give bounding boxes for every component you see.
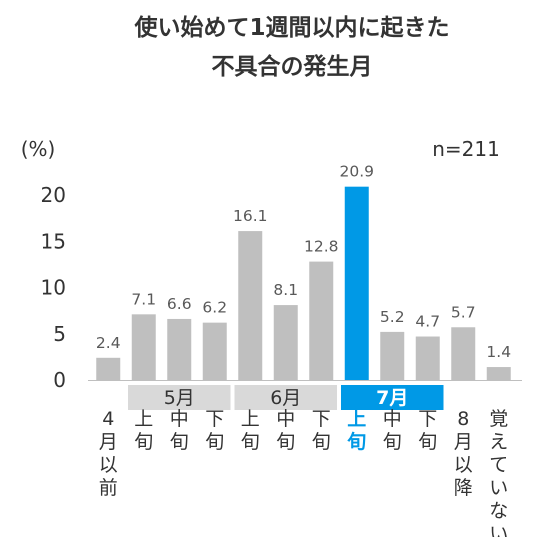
bar	[202, 322, 227, 380]
category-label-char: 下	[312, 408, 331, 430]
bar-value-label: 16.1	[233, 207, 268, 225]
category-label-char: 上	[134, 408, 153, 430]
bar	[486, 367, 511, 380]
category-label-char: 月	[454, 431, 473, 453]
bar-value-label: 7.1	[131, 290, 156, 308]
category-label-char: 下	[205, 408, 224, 430]
category-label-char: 前	[99, 477, 118, 499]
category-label-char: 旬	[170, 431, 189, 453]
category-label-char: 旬	[347, 430, 366, 453]
bar	[380, 331, 405, 380]
value-labels: 2.4 7.1 6.6 6.2 16.1 8.1 12.8 20.9 5.2 4.7 5.7 1.4	[96, 163, 511, 361]
category-label-char: 以	[99, 454, 118, 476]
category-label-char: 覚	[489, 408, 508, 430]
bar	[273, 305, 298, 380]
bar-value-label: 4.7	[415, 313, 440, 331]
category-label-char: て	[489, 454, 508, 476]
bar	[309, 261, 334, 380]
category-label-char: 上	[347, 408, 366, 430]
month-group-label: 7月	[376, 387, 408, 409]
y-tick-label: 0	[53, 368, 66, 392]
bar-value-label: 5.2	[380, 308, 405, 326]
y-axis-unit-label: (%)	[21, 137, 56, 161]
month-group-boxes: 5月 6月 7月	[128, 385, 444, 410]
y-tick-label: 20	[41, 183, 66, 207]
category-label-char: 旬	[205, 431, 224, 453]
chart-title-line-1: 使い始めて1週間以内に起きた	[133, 14, 449, 41]
bar-value-label: 6.6	[167, 295, 192, 313]
y-tick-label: 5	[53, 322, 66, 346]
category-label-char: 降	[454, 477, 473, 499]
bar-value-label: 20.9	[339, 163, 374, 181]
category-label-char: 中	[170, 408, 189, 430]
bar	[167, 318, 192, 380]
bar	[131, 314, 156, 380]
category-label-char: い	[489, 523, 508, 537]
category-label-char: 旬	[418, 431, 437, 453]
bar-value-label: 6.2	[202, 299, 227, 317]
category-label-char: 8	[457, 408, 469, 430]
category-label-char: 旬	[312, 431, 331, 453]
category-label-char: 旬	[383, 431, 402, 453]
category-label-char: 4	[102, 408, 114, 430]
category-label-char: 以	[454, 454, 473, 476]
sample-size-label: n=211	[432, 137, 500, 161]
category-label-char: 上	[241, 408, 260, 430]
category-label-char: 旬	[134, 431, 153, 453]
month-group-box	[234, 385, 337, 410]
bar	[96, 357, 121, 380]
y-tick-label: 10	[41, 276, 66, 300]
category-label-char: 月	[99, 431, 118, 453]
bar-value-label: 1.4	[486, 343, 511, 361]
bar	[451, 327, 476, 380]
month-group-label: 6月	[270, 387, 301, 409]
y-tick-label: 15	[41, 229, 66, 253]
category-label-char: な	[489, 500, 508, 522]
bar	[238, 231, 263, 380]
bar-value-label: 12.8	[304, 238, 339, 256]
category-label-char: 中	[383, 408, 402, 430]
category-label-char: 旬	[241, 431, 260, 453]
bar-value-label: 2.4	[96, 334, 121, 352]
bar	[344, 186, 369, 380]
category-label-char: 下	[418, 408, 437, 430]
category-label-char: え	[489, 431, 508, 453]
month-group-label: 5月	[164, 387, 195, 409]
category-label-char: 中	[276, 408, 295, 430]
bar-value-label: 8.1	[273, 281, 298, 299]
category-label-char: 旬	[276, 431, 295, 453]
bar	[415, 336, 440, 380]
bar-value-label: 5.7	[451, 303, 476, 321]
category-label-char: い	[489, 477, 508, 499]
month-group-box	[128, 385, 231, 410]
bars	[96, 186, 511, 380]
month-group-box	[341, 385, 444, 410]
y-axis-ticks: 0 5 10 15 20	[41, 183, 66, 392]
chart-title-line-2: 不具合の発生月	[212, 53, 373, 80]
